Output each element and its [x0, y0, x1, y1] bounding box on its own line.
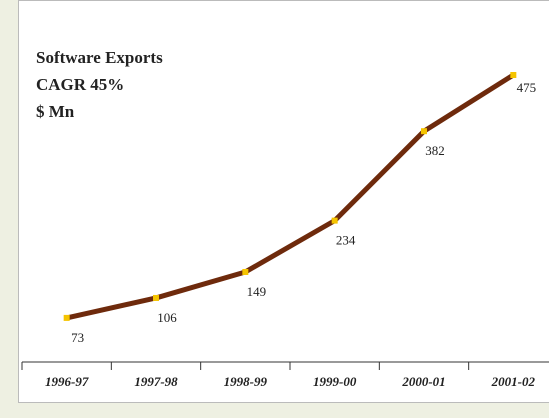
marker	[242, 268, 249, 275]
marker	[63, 314, 70, 321]
data-label: 73	[71, 330, 84, 345]
x-tick-label: 1996-97	[45, 374, 89, 389]
data-label: 382	[425, 143, 445, 158]
data-label: 234	[336, 233, 356, 248]
data-label: 149	[247, 284, 267, 299]
line	[66, 72, 515, 321]
data-label: 106	[157, 310, 177, 325]
marker	[421, 128, 427, 135]
marker	[153, 294, 159, 301]
chart-title: $ Mn	[36, 102, 75, 121]
x-tick-label: 2000-01	[401, 374, 445, 389]
x-tick-label: 2001-02	[491, 374, 536, 389]
marker	[510, 72, 517, 78]
panel	[18, 0, 549, 403]
x-tick-label: 1998-99	[224, 374, 268, 389]
chart-title: Software Exports	[36, 48, 163, 67]
x-tick-label: 1999-00	[313, 374, 357, 389]
data-label: 475	[517, 80, 537, 95]
marker	[331, 217, 338, 224]
chart-title: CAGR 45%	[36, 75, 124, 94]
x-tick-label: 1997-98	[134, 374, 178, 389]
